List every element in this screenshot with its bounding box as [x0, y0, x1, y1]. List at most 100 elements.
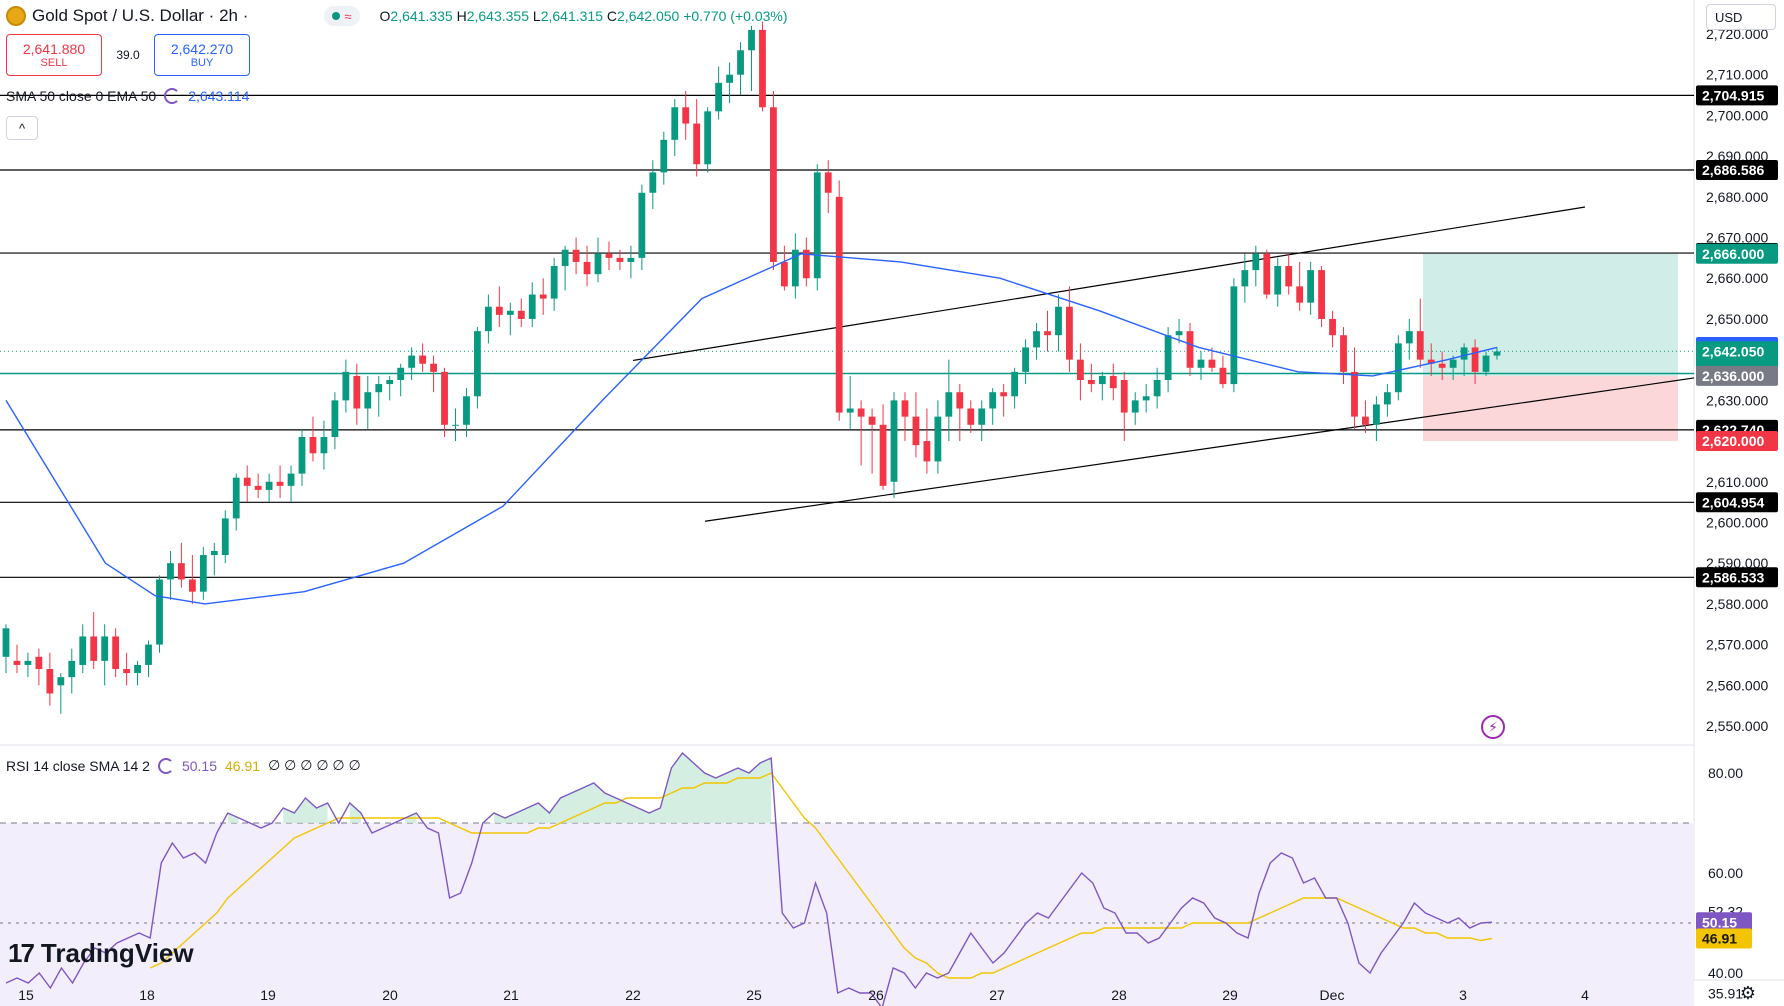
candle-body: [1153, 380, 1161, 397]
candle-body: [704, 111, 712, 165]
price-tag-label: 2,642.050: [1702, 343, 1764, 359]
level-price-tag-label: 2,686.586: [1702, 162, 1764, 178]
sell-button[interactable]: 2,641.880 SELL: [6, 34, 102, 76]
candle-body: [1449, 359, 1457, 368]
candle-body: [210, 550, 218, 556]
level-price-tag-label: 2,586.533: [1702, 569, 1764, 585]
rsi-empty-values: ∅ ∅ ∅ ∅ ∅ ∅: [268, 757, 361, 773]
candle-body: [254, 485, 262, 490]
change-value: +0.770 (+0.03%): [683, 8, 788, 24]
time-axis-tick: 25: [746, 987, 762, 1003]
candle-body: [1263, 253, 1271, 295]
price-tag: [1696, 365, 1778, 386]
market-status-pill[interactable]: ≈: [324, 6, 360, 26]
time-axis-tick: 18: [139, 987, 155, 1003]
candle-body: [1098, 375, 1106, 385]
candle-body: [1055, 306, 1062, 336]
candle-body: [90, 636, 98, 661]
candle-body: [1252, 253, 1260, 271]
refresh-icon[interactable]: [157, 757, 174, 774]
candle-body: [46, 669, 54, 694]
candle-body: [517, 310, 525, 319]
candle-body: [1186, 331, 1194, 368]
price-axis-tick: 2,610.000: [1706, 474, 1768, 490]
price-axis-tick: 2,560.000: [1706, 677, 1768, 693]
candle-body: [1394, 343, 1402, 393]
candle-body: [583, 261, 591, 275]
candle-body: [1405, 331, 1413, 344]
rsi-indicator-legend[interactable]: RSI 14 close SMA 14 2 50.15 46.91 ∅ ∅ ∅ …: [6, 757, 361, 774]
price-axis-tick: 2,680.000: [1706, 189, 1768, 205]
candle-body: [1471, 347, 1479, 372]
open-label: O: [379, 8, 391, 24]
candle-body: [134, 664, 141, 674]
candle-body: [1427, 359, 1435, 364]
time-axis-tick: 4: [1581, 987, 1589, 1003]
candle-body: [1087, 380, 1095, 385]
price-axis-tick: 2,710.000: [1706, 67, 1768, 83]
rsi-value-tag: [1696, 912, 1752, 933]
candle-body: [232, 477, 240, 519]
buy-button[interactable]: 2,642.270 BUY: [154, 34, 250, 76]
candle-body: [934, 416, 942, 462]
candle-body: [178, 563, 185, 580]
time-axis-tick: 15: [18, 987, 34, 1003]
level-price-tag: [1696, 567, 1778, 588]
spread-value: 39.0: [116, 48, 140, 62]
rsi-overbought-fill: [349, 803, 361, 823]
candle-body: [923, 441, 931, 462]
open-value: 2,641.335: [390, 8, 453, 24]
candle-body: [1318, 270, 1325, 319]
candle-body: [188, 579, 196, 592]
price-axis-tick: 2,660.000: [1706, 270, 1768, 286]
rsi-axis-tick: 60.00: [1708, 865, 1743, 881]
candle-body: [1208, 359, 1216, 368]
candle-body: [824, 172, 832, 193]
candle-body: [605, 253, 613, 258]
price-axis-tick: 2,630.000: [1706, 392, 1768, 408]
candle-body: [912, 416, 920, 446]
candle-body: [463, 396, 470, 425]
buy-label: BUY: [190, 56, 214, 69]
price-axis-tick: 2,580.000: [1706, 596, 1768, 612]
candle-body: [145, 644, 152, 665]
rsi-line: [5, 751, 1493, 1006]
rsi-axis-tick: 80.00: [1708, 765, 1743, 781]
rsi-band-fill: [0, 823, 1694, 1006]
currency-selector[interactable]: USD: [1706, 4, 1776, 30]
price-axis-tick: 2,570.000: [1706, 637, 1768, 653]
time-axis-tick: 26: [868, 987, 884, 1003]
candle-body: [35, 656, 43, 670]
candle-body: [594, 253, 602, 275]
candle-body: [364, 392, 372, 409]
upper-trendline: [632, 206, 1586, 362]
refresh-icon[interactable]: [164, 88, 181, 104]
price-tag: [1696, 431, 1778, 452]
time-axis-tick: 3: [1459, 987, 1467, 1003]
sma-indicator-legend[interactable]: SMA 50 close 0 EMA 50 2,643.114: [6, 88, 249, 104]
rsi-axis-tick: 35.91: [1708, 985, 1743, 1001]
candle-body: [441, 371, 448, 425]
candle-body: [419, 355, 427, 364]
candle-body: [879, 424, 887, 486]
candle-body: [243, 477, 251, 486]
sell-price: 2,641.880: [22, 40, 86, 57]
rsi-value-tag: [1696, 928, 1752, 949]
candle-body: [1274, 266, 1282, 295]
candle-body: [452, 424, 459, 426]
candle-body: [989, 392, 997, 409]
lightning-icon[interactable]: ⚡: [1481, 715, 1505, 739]
settings-gear-icon[interactable]: ⚙: [1739, 983, 1756, 1003]
candle-body: [68, 660, 76, 678]
candle-body: [123, 669, 130, 674]
collapse-legend-button[interactable]: ^: [6, 116, 38, 140]
candle-body: [309, 436, 317, 454]
lower-trendline: [704, 377, 1695, 522]
symbol-title[interactable]: Gold Spot / U.S. Dollar · 2h ·: [32, 6, 249, 25]
candle-body: [550, 266, 558, 299]
candle-body: [265, 481, 273, 490]
candle-body: [967, 408, 975, 425]
candle-body: [199, 555, 207, 592]
candle-body: [1285, 266, 1293, 287]
